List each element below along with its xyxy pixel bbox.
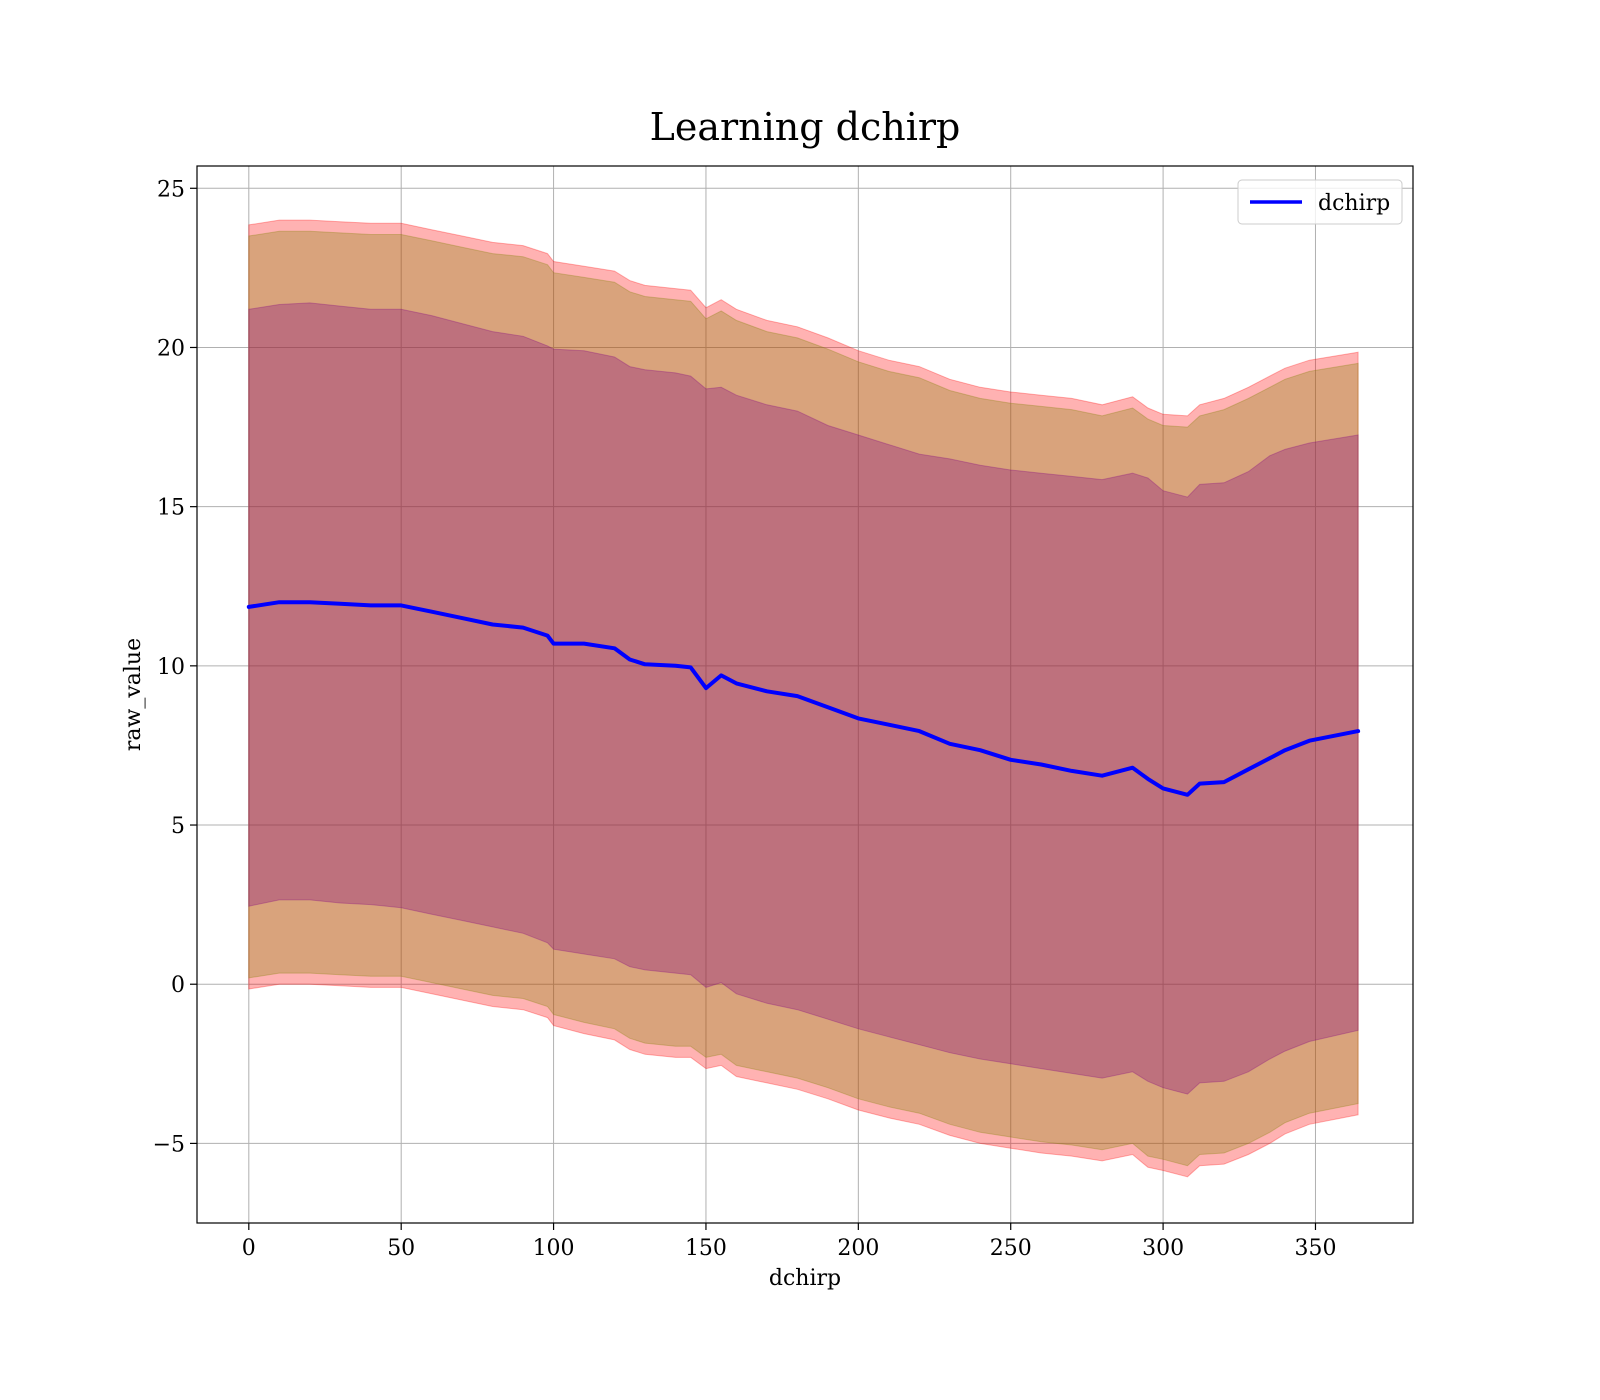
- y-tick-label: 0: [171, 973, 185, 998]
- y-tick-label: 15: [157, 496, 185, 521]
- x-tick-label: 50: [387, 1236, 415, 1261]
- ticks: 0 50 100 150 200 250 300 350 −5 0 5 10 15 20 25: [153, 177, 1337, 1261]
- x-tick-label: 300: [1142, 1236, 1184, 1261]
- x-tick-label: 200: [837, 1236, 879, 1261]
- grid: [197, 166, 1413, 1223]
- x-axis-title: dchirp: [769, 1266, 841, 1291]
- x-tick-label: 100: [533, 1236, 575, 1261]
- legend: dchirp: [1237, 179, 1403, 225]
- plot-frame: [196, 165, 1414, 1224]
- x-tick-label: 0: [242, 1236, 256, 1261]
- legend-box: [1237, 179, 1403, 225]
- series-line-dchirp: [246, 600, 1361, 797]
- series-lines: [246, 600, 1361, 797]
- x-tick-label: 250: [990, 1236, 1032, 1261]
- confidence-bands: [248, 219, 1359, 1178]
- y-tick-label: 20: [157, 336, 185, 361]
- y-tick-label: 25: [157, 177, 185, 202]
- chart-title: Learning dchirp: [650, 105, 961, 149]
- x-tick-label: 350: [1294, 1236, 1336, 1261]
- x-tick-label: 150: [685, 1236, 727, 1261]
- legend-label-dchirp: dchirp: [1318, 191, 1390, 216]
- y-axis-title: raw_value: [121, 638, 146, 751]
- y-tick-label: −5: [153, 1132, 185, 1157]
- y-tick-label: 5: [171, 814, 185, 839]
- y-tick-label: 10: [157, 655, 185, 680]
